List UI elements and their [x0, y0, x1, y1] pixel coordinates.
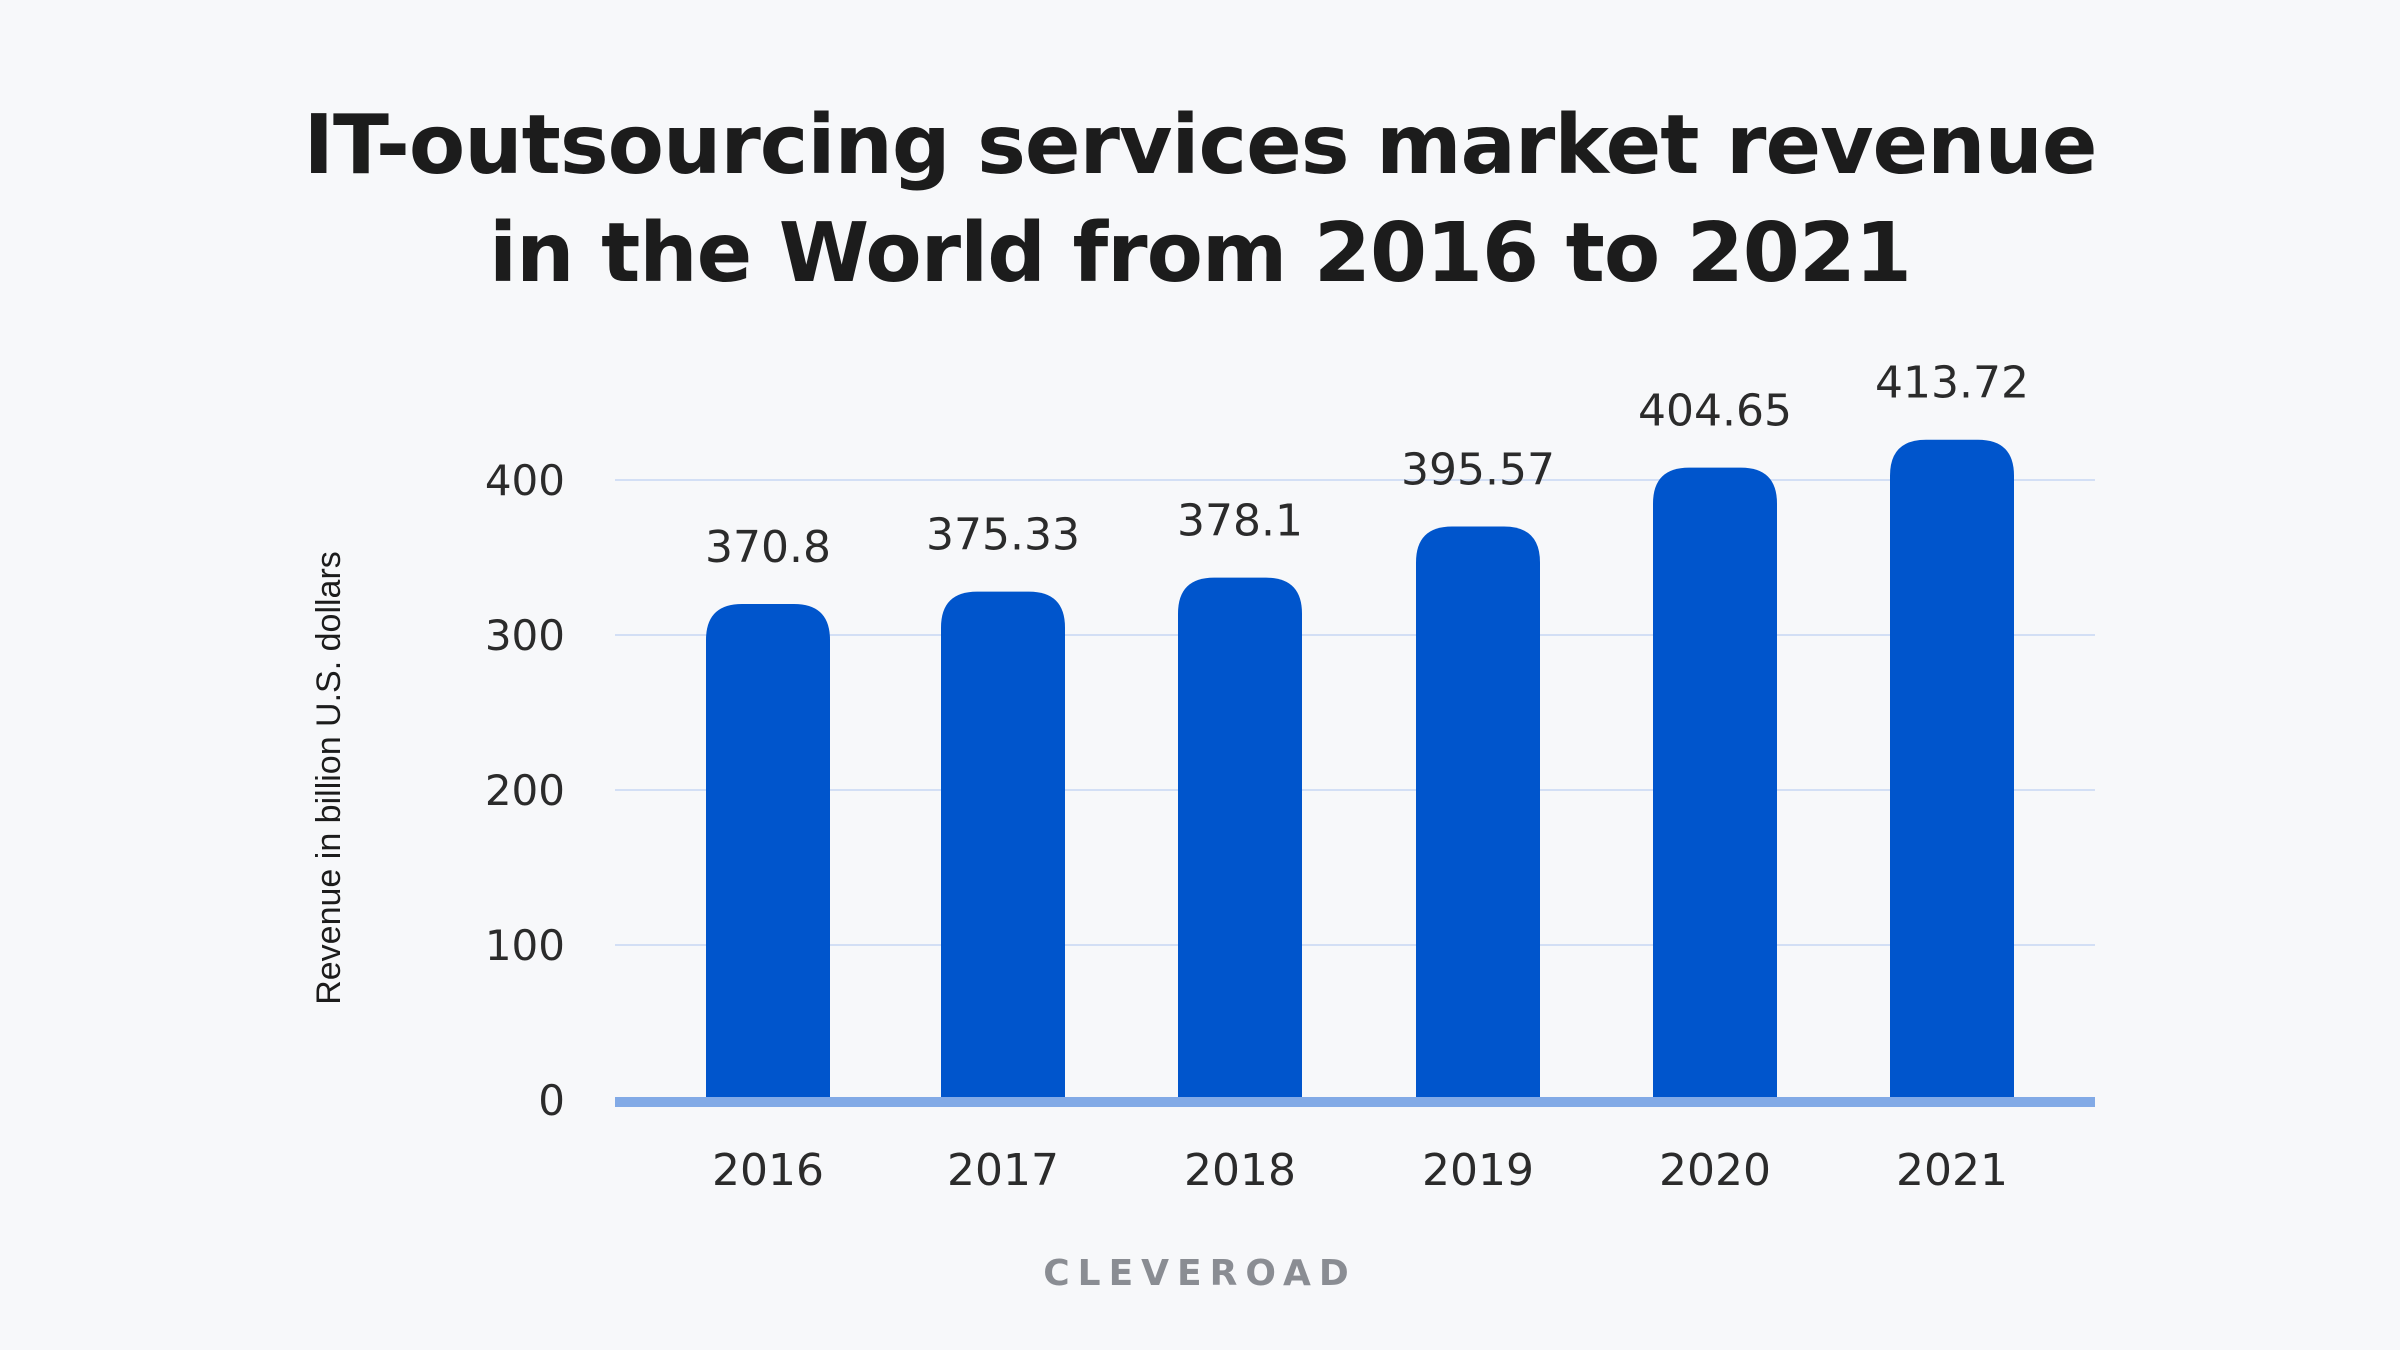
data-label: 370.8 — [705, 522, 831, 573]
y-tick-label: 100 — [485, 921, 565, 970]
data-label: 395.57 — [1401, 445, 1555, 496]
x-tick-label: 2019 — [1422, 1145, 1534, 1196]
x-tick-label: 2017 — [947, 1145, 1059, 1196]
x-tick-labels: 2016 2017 2018 2019 2020 2021 — [712, 1145, 2008, 1196]
chart-title: IT-outsourcing services market revenue i… — [0, 92, 2400, 308]
bar — [1890, 439, 2014, 1100]
brand-logo-text: CLEVEROAD — [1043, 1253, 1357, 1294]
x-tick-label: 2018 — [1184, 1145, 1296, 1196]
bars — [706, 439, 2014, 1101]
data-label: 378.1 — [1177, 496, 1303, 547]
data-label: 413.72 — [1875, 358, 2029, 409]
y-tick-label: 400 — [485, 456, 565, 505]
y-tick-label: 0 — [538, 1076, 565, 1125]
data-label: 375.33 — [926, 510, 1080, 561]
bar — [941, 591, 1065, 1100]
chart-title-line-2: in the World from 2016 to 2021 — [489, 206, 1912, 301]
bar — [1653, 467, 1777, 1101]
data-labels: 370.8 375.33 378.1 395.57 404.65 413.72 — [705, 358, 2029, 573]
y-tick-labels: 0 100 200 300 400 — [485, 456, 565, 1125]
bar — [1416, 526, 1540, 1100]
y-tick-label: 200 — [485, 766, 565, 815]
y-axis-label: Revenue in billion U.S. dollars — [310, 551, 348, 1005]
gridlines — [615, 479, 2095, 946]
x-tick-label: 2020 — [1659, 1145, 1771, 1196]
chart-title-line-1: IT-outsourcing services market revenue — [303, 98, 2097, 193]
x-tick-label: 2016 — [712, 1145, 824, 1196]
y-tick-label: 300 — [485, 611, 565, 660]
data-label: 404.65 — [1638, 386, 1792, 437]
bar — [1178, 577, 1302, 1100]
x-tick-label: 2021 — [1896, 1145, 2008, 1196]
bar — [706, 604, 830, 1100]
